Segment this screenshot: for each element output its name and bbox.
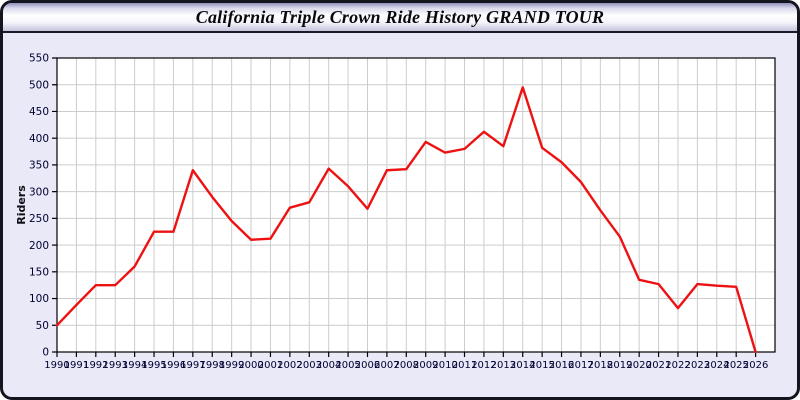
y-tick-label: 350 [29,160,49,172]
x-tick-label: 2004 [316,360,341,371]
x-tick-label: 2024 [704,360,729,371]
x-tick-label: 1999 [219,360,244,371]
x-tick-label: 2015 [529,360,554,371]
plot-border [56,57,776,353]
line-chart: 0501001502002503003504004505005501990199… [15,53,776,371]
y-tick-label: 0 [42,347,49,359]
x-tick-label: 2026 [743,360,768,371]
x-tick-label: 1991 [64,360,89,371]
x-tick-label: 1994 [122,360,147,371]
x-tick-label: 2017 [568,360,593,371]
x-tick-label: 1998 [200,360,225,371]
x-tick-label: 2006 [355,360,380,371]
x-tick-label: 2003 [297,360,322,371]
x-tick-label: 2022 [665,360,690,371]
y-tick-label: 250 [29,213,49,225]
x-tick-label: 2008 [394,360,419,371]
x-tick-label: 2010 [432,360,457,371]
x-tick-label: 2007 [374,360,399,371]
x-tick-label: 2023 [685,360,710,371]
plot-area [57,58,775,352]
y-tick-label: 200 [29,240,49,252]
x-tick-label: 2001 [258,360,283,371]
x-tick-label: 2019 [607,360,632,371]
x-tick-label: 1993 [102,360,127,371]
y-tick-label: 150 [29,266,49,278]
x-tick-label: 2011 [452,360,477,371]
x-tick-label: 2013 [491,360,516,371]
x-tick-label: 2002 [277,360,302,371]
y-tick-label: 50 [36,320,49,332]
y-tick-label: 550 [29,53,49,65]
y-tick-label: 450 [29,106,49,118]
x-tick-label: 2016 [549,360,574,371]
x-tick-label: 2012 [471,360,496,371]
x-tick-label: 2000 [238,360,263,371]
x-tick-label: 2014 [510,360,535,371]
series-line [55,86,757,354]
x-tick-label: 2025 [723,360,748,371]
x-tick-label: 2021 [646,360,671,371]
y-tick-label: 100 [29,293,49,305]
y-axis-title: Riders [15,185,28,225]
y-tick-label: 500 [29,79,49,91]
x-tick-label: 2009 [413,360,438,371]
x-tick-label: 1997 [180,360,205,371]
x-tick-label: 1995 [141,360,166,371]
x-tick-label: 1990 [44,360,69,371]
x-tick-label: 2005 [335,360,360,371]
x-tick-label: 1996 [161,360,186,371]
y-tick-label: 300 [29,186,49,198]
x-tick-label: 2018 [588,360,613,371]
chart-title: California Triple Crown Ride History GRA… [195,6,605,27]
x-tick-label: 2020 [626,360,651,371]
chart-title-bar: California Triple Crown Ride History GRA… [3,3,797,33]
y-tick-label: 400 [29,133,49,145]
x-tick-label: 1992 [83,360,108,371]
